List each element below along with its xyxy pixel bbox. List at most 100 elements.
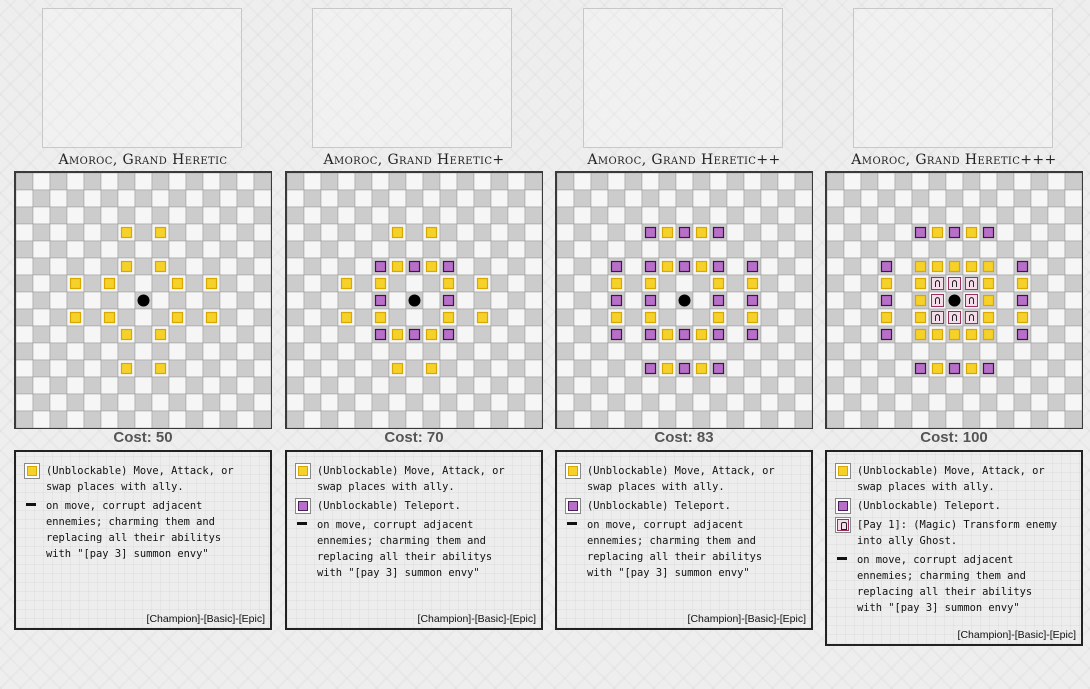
move-square-marker [1016,277,1029,290]
board-cell [760,240,779,259]
board-cell [860,342,879,361]
board-cell [219,393,238,412]
board-cell [794,223,812,242]
board-cell [760,206,779,225]
teleport-square-marker [712,260,725,273]
teleport-square-marker [712,226,725,239]
board-cell [151,206,170,225]
board-cell [236,410,255,428]
teleport-square-marker [746,328,759,341]
teleport-square-marker [1016,260,1029,273]
board-cell [253,325,271,344]
board-cell [456,410,475,428]
move-square-marker [982,311,995,324]
board-cell [827,206,845,225]
board-cell [117,308,136,327]
board-cell [371,240,390,259]
move-square-marker [965,226,978,239]
board-cell [557,342,575,361]
dash-icon [567,522,577,525]
board-cell [1064,308,1082,327]
board-cell [32,223,51,242]
board-cell [979,189,998,208]
piece-portrait [853,8,1053,148]
move-square-marker [931,226,944,239]
piece-title: Amoroc, Grand Heretic++ [587,152,781,168]
move-square-marker [914,294,927,307]
board-cell [134,173,153,191]
board-cell [100,291,119,310]
board-cell [1013,223,1032,242]
board-cell [236,223,255,242]
teleport-square-marker [712,362,725,375]
board-cell [151,342,170,361]
board-cell [253,410,271,428]
board-cell [524,189,542,208]
board-cell [777,257,796,276]
board-cell [66,223,85,242]
board-cell [456,223,475,242]
board-cell [100,376,119,395]
piece-cost: Cost: 83 [654,429,714,446]
board-cell [1013,359,1032,378]
board-cell [1047,173,1066,191]
board-cell [185,173,204,191]
board-cell [66,410,85,428]
board-cell [524,173,542,191]
board-cell [66,359,85,378]
board-cell [928,240,947,259]
board-cell [827,257,845,276]
board-cell [168,206,187,225]
board-cell [490,189,509,208]
board-cell [422,410,441,428]
board-cell [117,189,136,208]
board-cell [100,393,119,412]
board-cell [843,376,862,395]
board-cell [760,257,779,276]
board-cell [709,376,728,395]
board-cell [100,410,119,428]
move-square-icon [565,463,581,479]
board-cell [641,376,660,395]
board-cell [354,359,373,378]
move-square-marker [982,277,995,290]
board-cell [962,189,981,208]
board-cell [507,189,526,208]
board-cell [32,240,51,259]
board-cell [202,410,221,428]
board-cell [134,393,153,412]
board-cell [371,342,390,361]
board-cell [911,376,930,395]
board-cell [675,393,694,412]
teleport-square-marker [610,328,623,341]
board-cell [303,325,322,344]
board-cell [894,240,913,259]
board-cell [151,173,170,191]
board-cell [996,376,1015,395]
board-cell [641,410,660,428]
board-cell [422,393,441,412]
board-cell [777,376,796,395]
magic-square-marker [965,311,978,324]
board-cell [185,308,204,327]
board-cell [16,291,34,310]
board-cell [692,173,711,191]
board-cell [624,308,643,327]
board-cell [962,376,981,395]
board-cell [371,410,390,428]
piece-portrait [42,8,242,148]
piece-position-dot [137,294,150,307]
board-cell [371,376,390,395]
board-cell [675,189,694,208]
board-cell [1013,376,1032,395]
board-cell [894,173,913,191]
board-cell [49,393,68,412]
board-cell [894,376,913,395]
board-cell [760,410,779,428]
board-cell [557,376,575,395]
board-cell [219,410,238,428]
board-cell [573,223,592,242]
board-cell [337,240,356,259]
teleport-square-marker [610,294,623,307]
board-cell [49,189,68,208]
